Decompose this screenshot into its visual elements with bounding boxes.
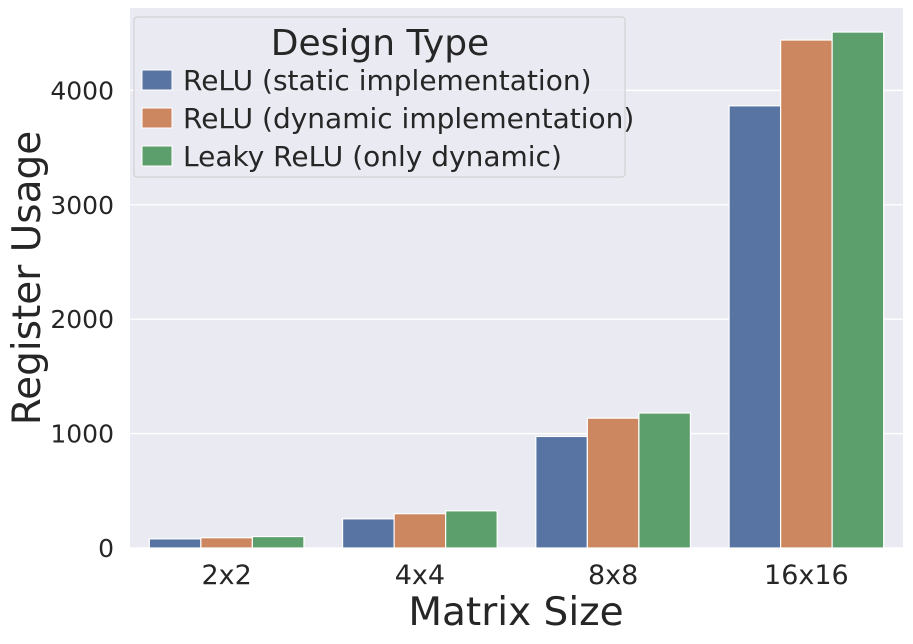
bar-8x8-series-3 <box>638 412 692 549</box>
bar-8x8-series-1 <box>535 435 588 549</box>
y-tick-label: 2000 <box>50 305 114 334</box>
bar-2x2-series-1 <box>148 538 202 549</box>
bar-4x4-series-1 <box>341 518 395 549</box>
legend: Design Type ReLU (static implementation)… <box>133 16 634 178</box>
bars <box>148 31 885 549</box>
legend-swatch <box>141 145 173 167</box>
legend-label: Leaky ReLU (only dynamic) <box>183 140 562 173</box>
legend-label: ReLU (static implementation) <box>183 64 592 97</box>
x-tick-label: 4x4 <box>395 560 445 591</box>
legend-items: ReLU (static implementation) ReLU (dynami… <box>141 64 634 173</box>
legend-title: Design Type <box>271 23 489 64</box>
bar-16x16-series-3 <box>831 31 885 549</box>
y-tick-labels: 0 1000 2000 3000 4000 <box>50 76 114 563</box>
y-tick-label: 1000 <box>50 420 114 449</box>
legend-swatch <box>141 69 173 91</box>
y-tick-label: 3000 <box>50 191 114 220</box>
legend-swatch <box>141 107 173 129</box>
x-tick-label: 16x16 <box>764 560 849 591</box>
bar-16x16-series-2 <box>780 39 833 549</box>
bar-4x4-series-2 <box>393 513 447 549</box>
y-tick-label: 4000 <box>50 76 114 105</box>
x-tick-label: 8x8 <box>588 560 638 591</box>
bar-4x4-series-3 <box>445 510 498 549</box>
y-axis-title: Register Usage <box>5 131 50 425</box>
x-tick-label: 2x2 <box>201 560 251 591</box>
bar-2x2-series-3 <box>251 535 305 549</box>
bar-2x2-series-2 <box>200 537 253 549</box>
x-axis-title: Matrix Size <box>408 590 623 635</box>
bar-16x16-series-1 <box>728 105 782 549</box>
bar-8x8-series-2 <box>586 417 640 549</box>
legend-box <box>133 16 626 178</box>
x-tick-labels: 2x2 4x4 8x8 16x16 <box>201 560 848 591</box>
y-tick-label: 0 <box>98 534 114 563</box>
legend-label: ReLU (dynamic implementation) <box>183 102 634 135</box>
